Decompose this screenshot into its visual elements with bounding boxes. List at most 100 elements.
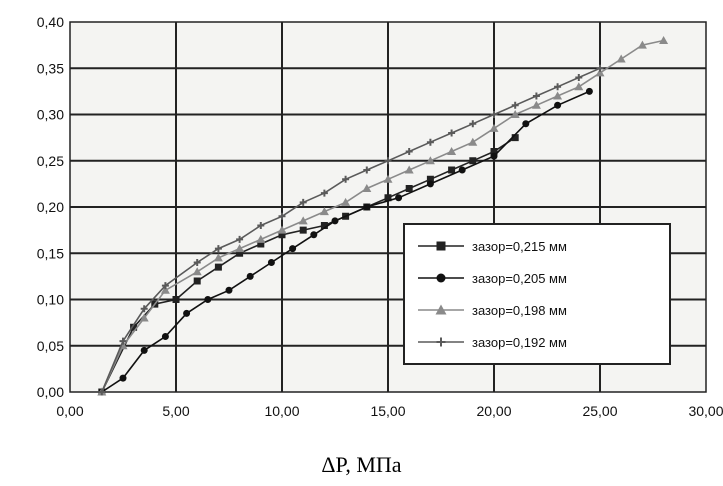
data-point (531, 100, 541, 109)
data-point (585, 87, 593, 95)
data-point (426, 180, 434, 188)
y-tick-label: 0,25 (37, 153, 64, 169)
data-point (574, 82, 584, 91)
data-point (616, 54, 626, 63)
data-point (192, 267, 202, 276)
legend-label: зазор=0,205 мм (472, 271, 567, 286)
data-point (204, 296, 212, 303)
series-line-4 (101, 67, 601, 393)
data-point (289, 245, 297, 253)
data-point (511, 101, 519, 109)
data-point (575, 74, 583, 81)
series-line-2 (101, 90, 590, 393)
data-point (298, 216, 308, 225)
x-tick-label: 15,00 (370, 403, 405, 419)
data-point (278, 231, 286, 239)
x-tick-label: 20,00 (476, 403, 511, 419)
data-point (193, 277, 201, 285)
series-line-1 (101, 136, 516, 393)
data-point (161, 333, 169, 340)
data-point (257, 240, 265, 248)
data-point (299, 226, 307, 234)
y-tick-label: 0,10 (37, 292, 64, 308)
y-tick-label: 0,30 (37, 107, 64, 123)
data-point (342, 175, 350, 183)
data-point (310, 231, 318, 239)
y-tick-label: 0,20 (37, 199, 64, 215)
data-point (469, 157, 477, 165)
data-point (362, 184, 372, 192)
data-point (490, 148, 498, 155)
data-point (637, 40, 647, 49)
data-point (140, 305, 148, 313)
data-point (383, 174, 393, 183)
data-point (341, 197, 351, 206)
data-point (236, 235, 244, 243)
data-point (659, 36, 669, 44)
data-point (119, 374, 127, 382)
data-point (596, 64, 604, 72)
y-tick-label: 0,05 (37, 338, 64, 354)
data-point (140, 346, 148, 354)
chart: 0,00 5,00 10,00 15,00 20,00 25,00 30,00 0,00 0,0… (37, 14, 723, 419)
x-tick-label: 30,00 (688, 403, 723, 419)
data-point (554, 101, 562, 109)
data-point (595, 68, 605, 77)
x-tick-label: 0,00 (56, 403, 83, 419)
data-point (436, 241, 446, 251)
data-point (435, 304, 447, 315)
data-point (553, 91, 563, 100)
data-point (299, 198, 307, 206)
data-point (319, 207, 329, 216)
data-point (425, 156, 435, 165)
data-point (469, 120, 477, 128)
legend (403, 223, 671, 365)
data-point (214, 263, 222, 271)
legend-label: зазор=0,198 мм (472, 303, 567, 318)
data-point (331, 217, 339, 225)
y-tick-label: 0,00 (37, 384, 64, 400)
data-point (436, 273, 446, 283)
data-point (320, 189, 328, 197)
x-tick-label: 5,00 (162, 403, 189, 419)
data-point (119, 337, 127, 345)
data-point (363, 166, 371, 174)
x-tick-label: 25,00 (582, 403, 617, 419)
y-tick-label: 0,35 (37, 60, 64, 76)
data-point (522, 120, 530, 128)
data-point (161, 282, 169, 290)
data-point (193, 259, 201, 266)
data-point (257, 222, 265, 229)
y-tick-label: 0,15 (37, 245, 64, 261)
data-point (235, 244, 245, 253)
data-point (468, 137, 478, 146)
data-point (458, 166, 466, 174)
data-point (363, 203, 371, 211)
legend-label: зазор=0,215 мм (472, 239, 567, 254)
data-point (448, 129, 456, 137)
data-point (489, 123, 499, 132)
data-point (426, 175, 434, 183)
data-point (490, 111, 498, 118)
data-point (98, 388, 106, 396)
data-point (183, 309, 191, 317)
data-point (236, 249, 244, 257)
y-tick-label: 0,40 (37, 14, 64, 30)
data-point (511, 134, 519, 142)
data-point (160, 285, 170, 294)
data-point (447, 147, 457, 155)
x-axis-label: ΔP, МПа (321, 452, 402, 477)
data-point (213, 253, 223, 262)
data-point (130, 323, 138, 331)
data-point (532, 92, 540, 100)
data-point (436, 337, 446, 347)
data-point (554, 83, 562, 91)
data-point (225, 286, 233, 294)
data-point (256, 234, 266, 243)
data-point (384, 157, 392, 165)
data-point (405, 185, 413, 192)
legend-label: зазор=0,192 мм (472, 335, 567, 350)
data-point (426, 138, 434, 146)
x-tick-label: 10,00 (264, 403, 299, 419)
data-point (278, 212, 286, 220)
